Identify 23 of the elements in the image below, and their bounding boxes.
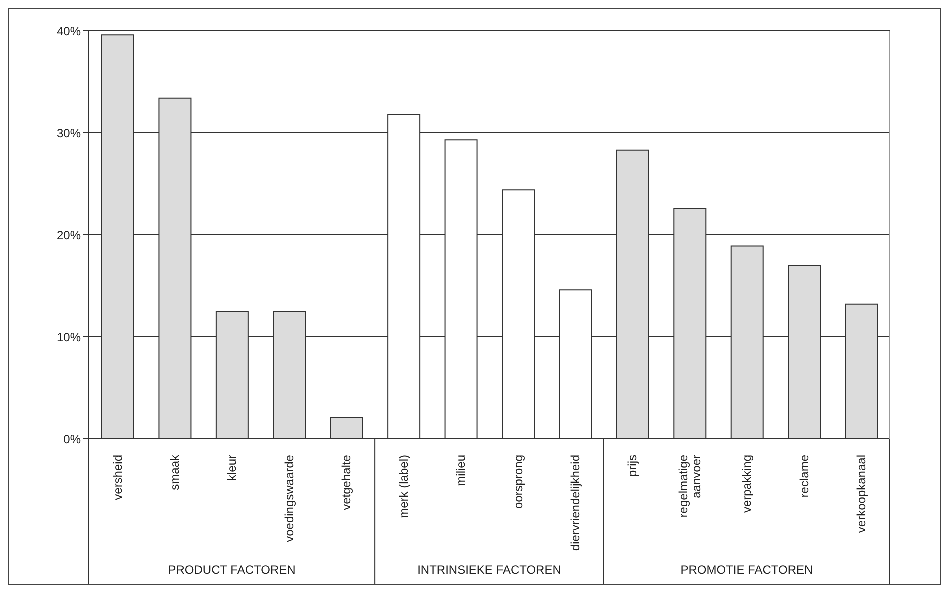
x-tick-label: reclame — [797, 454, 812, 498]
x-tick-label: oorsprong — [511, 455, 526, 510]
x-tick-label: versheid — [110, 455, 125, 500]
y-tick-label: 0% — [64, 432, 82, 446]
x-tick-label: merk (label) — [396, 455, 411, 518]
x-tick-label: prijs — [626, 455, 640, 478]
text: INTRINSIEKE FACTOREN — [418, 563, 562, 577]
text: PROMOTIE FACTOREN — [680, 563, 814, 577]
y-tick-label: 40% — [56, 24, 82, 38]
x-tick-label: voedingswaarde — [282, 454, 296, 542]
y-tick-label: 20% — [56, 228, 82, 242]
x-tick-label: vetgehalte — [340, 454, 354, 510]
x-tick-label: smaak — [168, 454, 182, 490]
x-tick-label: milieu — [454, 455, 468, 486]
x-tick-label: diervriendelijkheid — [568, 455, 583, 552]
x-tick-label: regelmatige aanvoer — [676, 454, 704, 518]
text: PRODUCT FACTOREN — [168, 563, 296, 577]
x-tick-label: kleur — [225, 455, 240, 482]
y-tick-label: 10% — [56, 330, 82, 344]
bar — [330, 417, 364, 439]
y-tick-label: 30% — [56, 126, 82, 140]
x-tick-label: verkoopkanaal — [854, 455, 869, 534]
x-tick-label: verpakking — [740, 455, 754, 514]
